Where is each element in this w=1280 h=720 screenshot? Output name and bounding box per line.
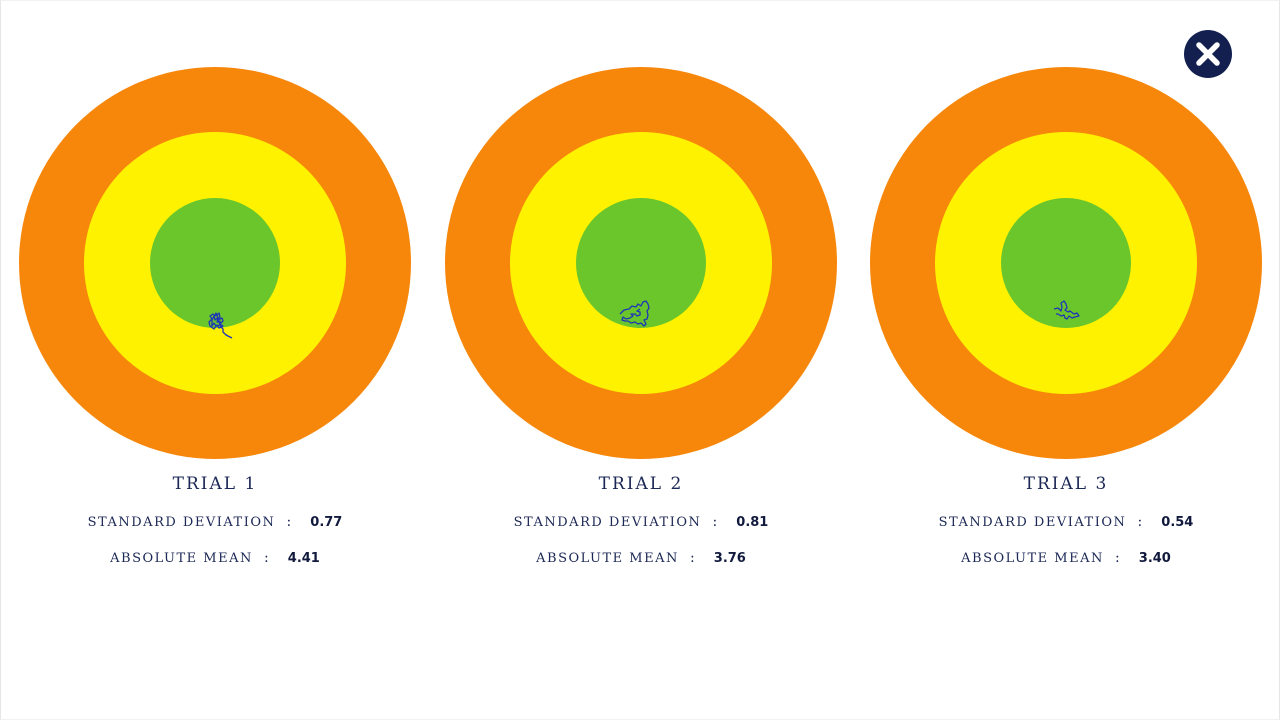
sd-value: 0.81 xyxy=(736,515,769,530)
standard-deviation-row: STANDARD DEVIATION : 0.77 xyxy=(18,511,412,530)
sd-separator: : xyxy=(1137,514,1143,530)
mean-label: ABSOLUTE MEAN xyxy=(110,551,253,566)
trial-title: TRIAL 1 xyxy=(172,474,258,494)
standard-deviation-row: STANDARD DEVIATION : 0.54 xyxy=(869,511,1263,530)
trial-title: TRIAL 2 xyxy=(598,474,684,494)
trace-path xyxy=(1053,300,1080,320)
standard-deviation-row: STANDARD DEVIATION : 0.81 xyxy=(444,511,838,530)
sd-value: 0.54 xyxy=(1161,515,1194,530)
absolute-mean-row: ABSOLUTE MEAN : 3.76 xyxy=(444,547,838,566)
trace-path xyxy=(208,312,233,339)
mean-value: 3.76 xyxy=(713,551,746,566)
mean-separator: : xyxy=(689,550,695,566)
mean-value: 4.41 xyxy=(287,551,320,566)
target-1 xyxy=(19,67,411,459)
trace-path xyxy=(619,300,650,327)
mean-label: ABSOLUTE MEAN xyxy=(536,551,679,566)
trial-panel-3: TRIAL 3 STANDARD DEVIATION : 0.54 ABSOLU… xyxy=(869,66,1263,566)
trial-title: TRIAL 3 xyxy=(1023,474,1109,494)
mean-separator: : xyxy=(263,550,269,566)
sd-value: 0.77 xyxy=(310,515,343,530)
absolute-mean-row: ABSOLUTE MEAN : 3.40 xyxy=(869,547,1263,566)
sd-label: STANDARD DEVIATION xyxy=(513,515,702,530)
target-2 xyxy=(445,67,837,459)
trial-panel-2: TRIAL 2 STANDARD DEVIATION : 0.81 ABSOLU… xyxy=(444,66,838,566)
sd-label: STANDARD DEVIATION xyxy=(938,515,1127,530)
close-icon xyxy=(1196,42,1220,66)
center-zone xyxy=(150,198,280,328)
close-button[interactable] xyxy=(1184,30,1232,78)
center-zone xyxy=(1001,198,1131,328)
sd-separator: : xyxy=(286,514,292,530)
mean-separator: : xyxy=(1114,550,1120,566)
trial-panel-1: TRIAL 1 STANDARD DEVIATION : 0.77 ABSOLU… xyxy=(18,66,412,566)
sd-label: STANDARD DEVIATION xyxy=(87,515,276,530)
target-3 xyxy=(870,67,1262,459)
mean-value: 3.40 xyxy=(1138,551,1171,566)
absolute-mean-row: ABSOLUTE MEAN : 4.41 xyxy=(18,547,412,566)
mean-label: ABSOLUTE MEAN xyxy=(961,551,1104,566)
center-zone xyxy=(576,198,706,328)
sd-separator: : xyxy=(712,514,718,530)
